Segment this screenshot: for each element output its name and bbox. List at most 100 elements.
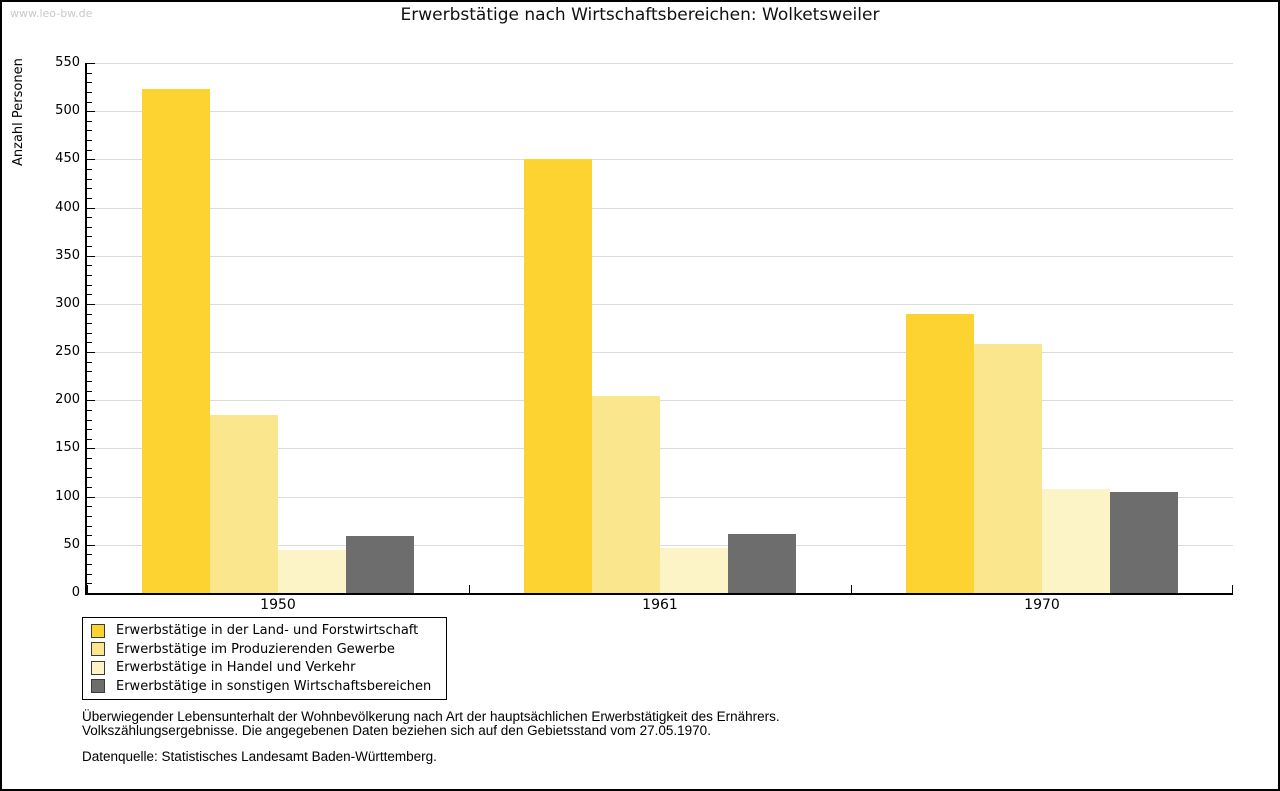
y-tick-label-0: 0 [71, 585, 80, 600]
footnote-line-1: Überwiegender Lebensunterhalt der Wohnbe… [82, 709, 780, 724]
y-major-tick-100 [87, 496, 95, 498]
x-tick-label-1950: 1950 [260, 597, 296, 613]
y-minor-tick-20 [87, 573, 92, 575]
y-minor-tick-530 [87, 82, 92, 84]
plot-area [85, 63, 1233, 595]
gridline-500 [87, 111, 1233, 113]
y-major-tick-250 [87, 352, 95, 354]
gridline-550 [87, 63, 1233, 64]
bar-1970-series-2 [974, 344, 1042, 593]
y-minor-tick-180 [87, 419, 92, 421]
y-minor-tick-310 [87, 294, 92, 296]
y-minor-tick-340 [87, 265, 92, 267]
y-minor-tick-140 [87, 458, 92, 460]
y-tick-label-500: 500 [55, 103, 80, 119]
y-minor-tick-30 [87, 564, 92, 566]
y-minor-tick-430 [87, 178, 92, 180]
y-tick-label-200: 200 [55, 392, 80, 408]
y-tick-label-400: 400 [55, 199, 80, 215]
legend-swatch-3 [91, 660, 105, 675]
y-minor-tick-10 [87, 583, 92, 585]
y-minor-tick-160 [87, 438, 92, 440]
gridline-250 [87, 352, 1233, 354]
legend-label-3: Erwerbstätige in Handel und Verkehr [116, 660, 356, 676]
legend-label-1: Erwerbstätige in der Land- und Forstwirt… [116, 623, 419, 639]
y-minor-tick-520 [87, 91, 92, 93]
y-tick-label-250: 250 [55, 344, 80, 360]
y-minor-tick-210 [87, 390, 92, 392]
y-minor-tick-360 [87, 246, 92, 248]
bar-1970-series-4 [1110, 491, 1178, 593]
y-minor-tick-490 [87, 120, 92, 122]
legend-item-1: Erwerbstätige in der Land- und Forstwirt… [91, 623, 438, 638]
y-minor-tick-480 [87, 130, 92, 132]
x-axis-tick-labels: 1950 1961 1970 [87, 597, 1233, 615]
y-minor-tick-80 [87, 515, 92, 517]
y-minor-tick-270 [87, 332, 92, 334]
y-minor-tick-40 [87, 554, 92, 556]
legend-swatch-4 [91, 679, 105, 694]
y-minor-tick-540 [87, 72, 92, 74]
y-minor-tick-320 [87, 284, 92, 286]
legend-item-2: Erwerbstätige im Produzierenden Gewerbe [91, 642, 438, 657]
y-major-tick-300 [87, 303, 95, 305]
y-minor-tick-260 [87, 342, 92, 344]
gridline-200 [87, 400, 1233, 402]
y-minor-tick-290 [87, 313, 92, 315]
y-major-tick-350 [87, 255, 95, 257]
y-minor-tick-130 [87, 467, 92, 469]
y-minor-tick-420 [87, 188, 92, 190]
gridline-50 [87, 544, 1233, 546]
y-minor-tick-110 [87, 487, 92, 488]
legend-item-3: Erwerbstätige in Handel und Verkehr [91, 660, 438, 675]
y-tick-label-450: 450 [55, 151, 80, 167]
bar-1950-series-2 [210, 414, 278, 593]
bar-1950-series-4 [346, 536, 414, 593]
x-tick-label-1961: 1961 [642, 597, 678, 613]
bar-1950-series-1 [142, 89, 210, 593]
x-boundary-tick-1 [469, 585, 470, 593]
y-minor-tick-460 [87, 149, 92, 151]
y-major-tick-50 [87, 544, 95, 546]
x-boundary-tick-0 [87, 585, 88, 593]
gridline-100 [87, 496, 1233, 498]
y-minor-tick-170 [87, 429, 92, 431]
y-minor-tick-190 [87, 409, 92, 411]
y-minor-tick-390 [87, 217, 92, 219]
legend-swatch-2 [91, 642, 105, 657]
legend-label-2: Erwerbstätige im Produzierenden Gewerbe [116, 641, 395, 657]
y-major-tick-550 [87, 63, 95, 64]
legend-swatch-1 [91, 623, 105, 638]
y-minor-tick-220 [87, 381, 92, 382]
y-minor-tick-90 [87, 506, 92, 508]
gridline-150 [87, 448, 1233, 450]
bar-1961-series-4 [728, 534, 796, 593]
data-source: Datenquelle: Statistisches Landesamt Bad… [82, 749, 437, 764]
legend-item-4: Erwerbstätige in sonstigen Wirtschaftsbe… [91, 679, 438, 694]
y-major-tick-200 [87, 400, 95, 402]
y-major-tick-500 [87, 111, 95, 113]
gridline-450 [87, 159, 1233, 161]
y-tick-label-100: 100 [55, 488, 80, 504]
chart-title: Erwerbstätige nach Wirtschaftsbereichen:… [400, 5, 880, 25]
gridline-300 [87, 303, 1233, 305]
x-boundary-tick-2 [851, 585, 852, 593]
y-minor-tick-240 [87, 361, 92, 363]
bar-1961-series-3 [660, 547, 728, 593]
y-minor-tick-330 [87, 275, 92, 276]
y-minor-tick-370 [87, 236, 92, 238]
y-major-tick-450 [87, 159, 95, 161]
gridline-400 [87, 207, 1233, 209]
legend-label-4: Erwerbstätige in sonstigen Wirtschaftsbe… [116, 678, 432, 694]
y-tick-label-300: 300 [55, 295, 80, 311]
watermark: www.leo-bw.de [10, 7, 93, 20]
y-minor-tick-230 [87, 371, 92, 373]
gridline-350 [87, 255, 1233, 257]
y-major-tick-150 [87, 448, 95, 450]
legend-box: Erwerbstätige in der Land- und Forstwirt… [82, 617, 447, 700]
y-tick-label-350: 350 [55, 247, 80, 263]
y-minor-tick-70 [87, 525, 92, 527]
bar-1961-series-1 [524, 159, 592, 593]
y-minor-tick-470 [87, 140, 92, 142]
